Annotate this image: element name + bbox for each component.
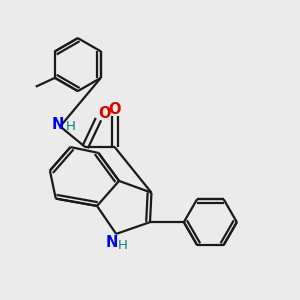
Text: N: N: [52, 118, 64, 133]
Text: N: N: [106, 235, 118, 250]
Text: H: H: [118, 239, 128, 252]
Text: O: O: [99, 106, 111, 121]
Text: O: O: [108, 102, 121, 117]
Text: H: H: [66, 120, 75, 133]
